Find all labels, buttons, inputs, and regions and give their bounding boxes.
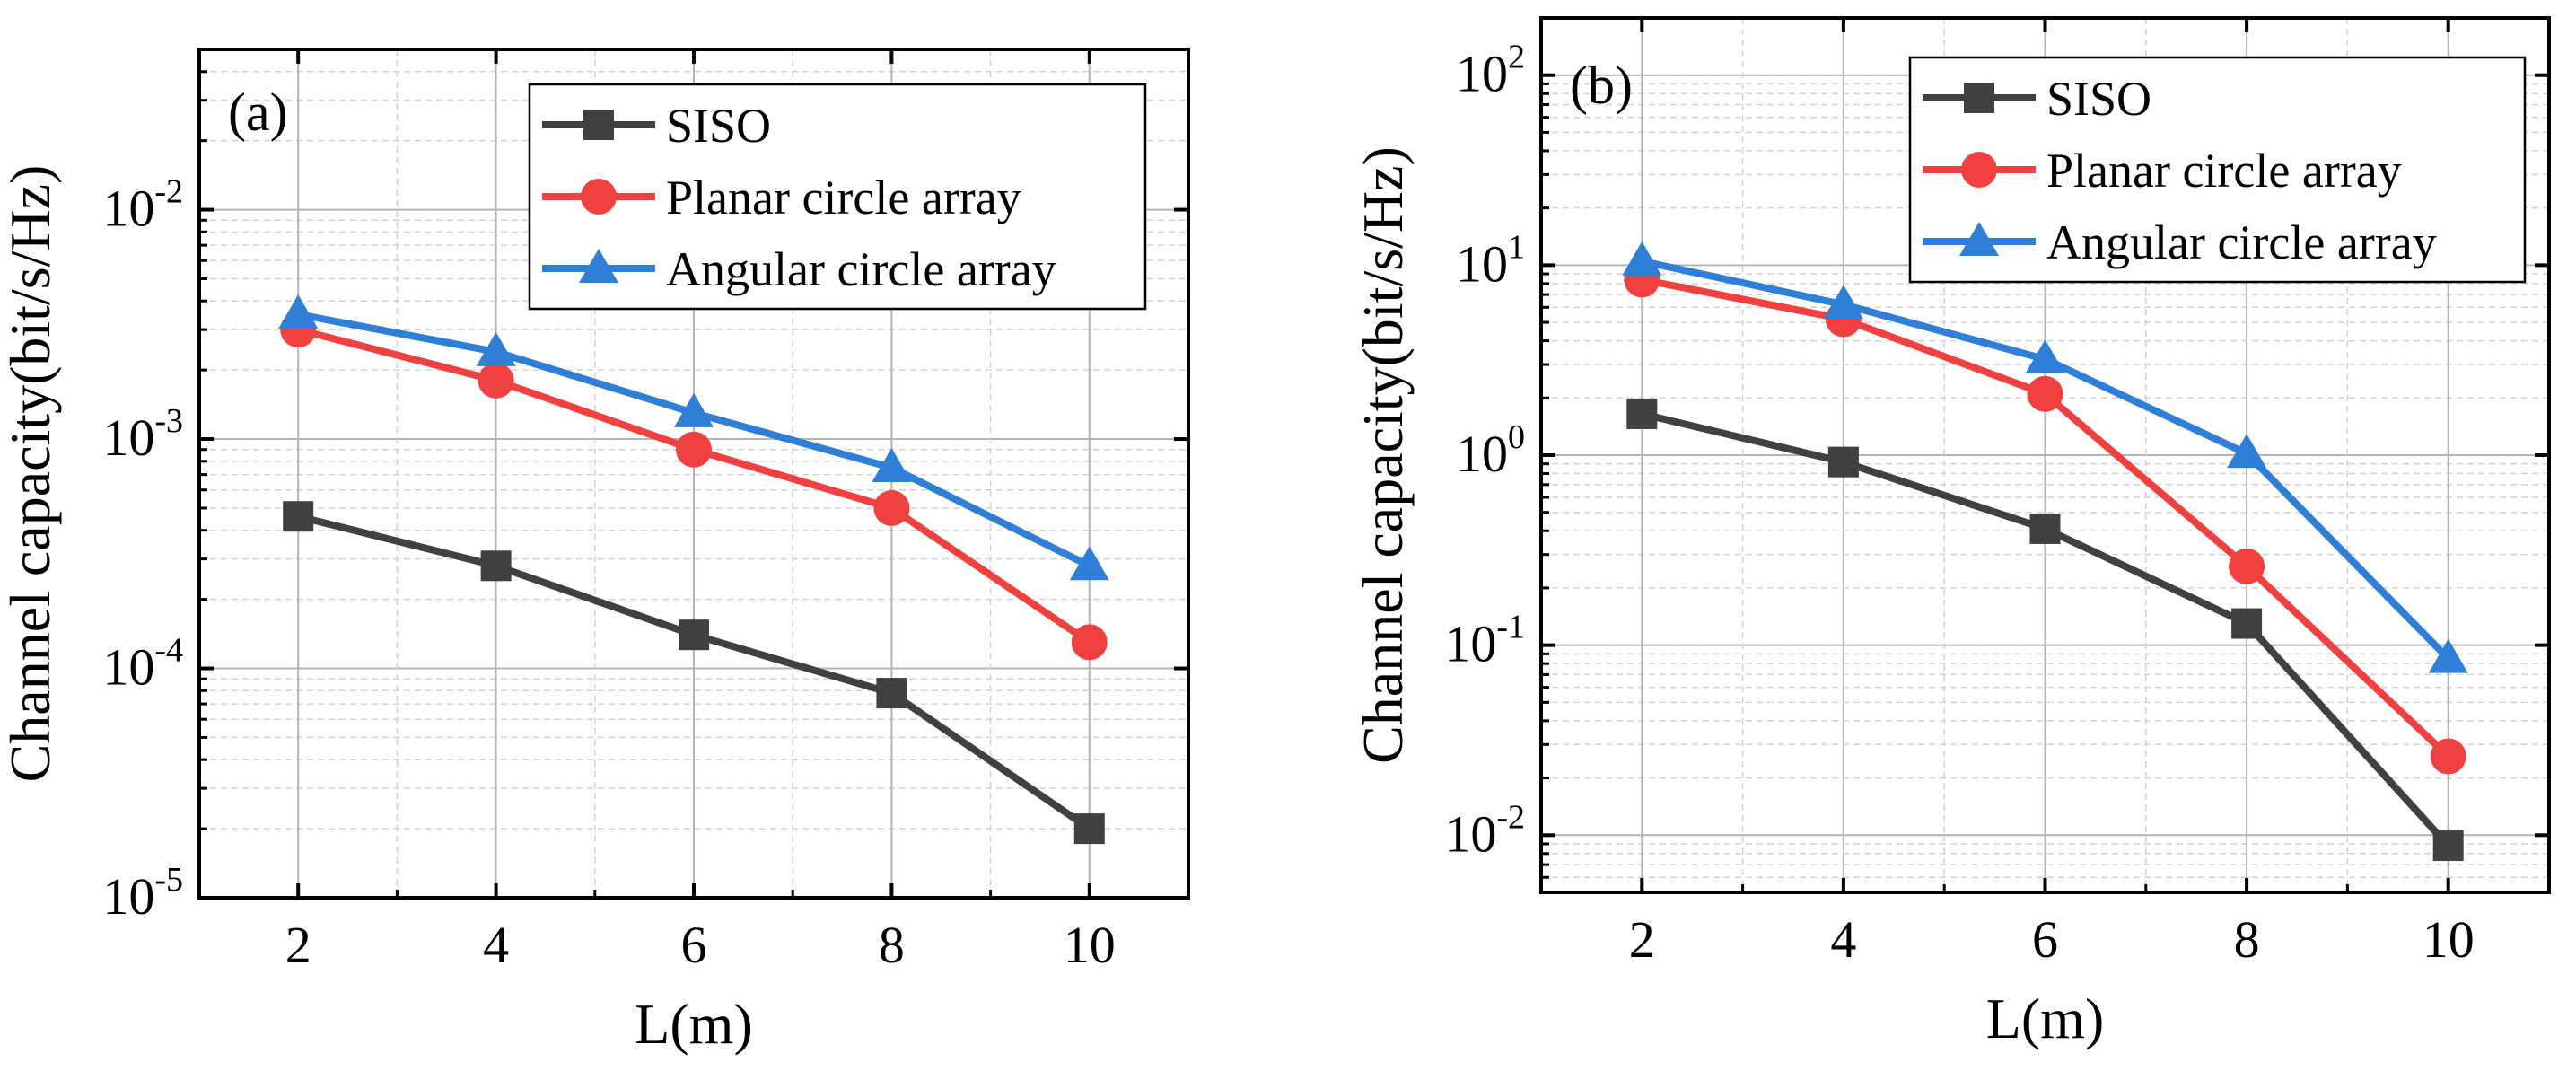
y-tick-exponent: -2 [154,173,183,211]
y-tick-base: 10 [1444,615,1496,673]
data-point [2229,548,2265,584]
data-point [674,392,714,427]
y-tick-base: 10 [1456,234,1508,293]
y-tick-base: 10 [1456,425,1508,483]
y-axis-label: Channel capacity(bit/s/Hz) [1351,146,1415,764]
x-tick-label: 4 [1830,910,1856,969]
x-tick-label: 2 [285,916,311,974]
x-tick-label: 6 [2032,910,2058,969]
y-tick-label: 101 [1456,228,1525,293]
legend-label: Planar circle array [2046,144,2402,198]
data-point [2029,513,2061,544]
y-tick-label: 10-5 [102,861,183,926]
data-point [480,550,512,582]
x-axis-label: L(m) [1986,987,2105,1050]
data-point [676,431,712,468]
panel-label: (a) [228,83,288,142]
y-tick-label: 102 [1456,39,1525,103]
x-tick-label: 6 [681,916,707,974]
series-triangle [278,294,1109,581]
y-tick-base: 10 [102,408,154,467]
data-point [679,619,709,651]
legend-label: Angular circle array [2046,215,2437,269]
x-tick-label: 10 [1064,916,1116,974]
data-point [873,489,910,526]
data-point [476,331,516,366]
x-tick-label: 8 [2234,910,2260,969]
y-tick-exponent: 0 [1508,418,1525,456]
series-square [283,501,1105,845]
legend-marker [1961,152,1997,188]
y-tick-base: 10 [102,180,154,238]
y-axis-label: Channel capacity(bit/s/Hz) [0,165,62,783]
y-tick-base: 10 [102,867,154,926]
y-tick-exponent: -3 [154,402,183,440]
y-tick-exponent: -2 [1496,798,1525,836]
y-tick-label: 10-3 [102,402,183,467]
x-tick-label: 2 [1629,910,1655,969]
data-point [2428,638,2468,673]
y-tick-exponent: -1 [1496,609,1525,646]
legend-label: Angular circle array [666,242,1056,296]
data-point [2025,339,2065,374]
data-point [2432,830,2464,862]
y-tick-exponent: 2 [1508,39,1525,76]
data-point [478,362,514,399]
x-axis-label: L(m) [635,992,753,1056]
data-point [1622,241,1662,276]
data-point [1823,285,1863,320]
y-tick-label: 10-4 [102,632,183,697]
y-tick-base: 10 [1456,45,1508,103]
x-tick-label: 8 [879,916,905,974]
y-tick-base: 10 [1444,804,1496,863]
data-point [1827,446,1859,478]
panel-label: (b) [1570,56,1633,115]
legend: SISO Planar circle array Angular circle ar… [528,83,1147,311]
legend-label: SISO [2046,72,2151,126]
series-square [1626,398,2464,862]
legend-marker [579,249,618,283]
y-tick-label: 10-2 [102,173,183,238]
y-tick-exponent: -5 [154,861,183,899]
data-point [872,447,912,482]
y-tick-label: 10-1 [1444,609,1525,673]
legend-marker [581,179,617,215]
data-point [2027,375,2063,412]
y-tick-label: 10-2 [1444,798,1525,863]
y-tick-exponent: -4 [154,632,183,670]
data-point [1626,398,1658,429]
legend-label: SISO [666,99,771,153]
y-tick-base: 10 [102,638,154,697]
x-tick-label: 10 [2423,910,2475,969]
data-point [2227,434,2267,469]
x-tick-label: 4 [483,916,509,974]
data-point [2430,738,2466,775]
y-tick-exponent: 1 [1508,228,1525,266]
data-point [876,678,907,709]
legend-label: Planar circle array [666,171,1021,224]
series-triangle [1622,241,2468,673]
data-point [1073,813,1105,845]
data-point [283,501,314,532]
data-point [2231,608,2263,639]
legend-marker [583,110,614,140]
data-point [1069,546,1109,581]
legend-marker [1959,222,1999,256]
y-tick-label: 100 [1456,418,1525,483]
data-point [1071,624,1108,661]
legend-marker [1964,83,1994,113]
legend: SISO Planar circle array Angular circle ar… [1908,56,2527,284]
data-point [278,294,319,329]
